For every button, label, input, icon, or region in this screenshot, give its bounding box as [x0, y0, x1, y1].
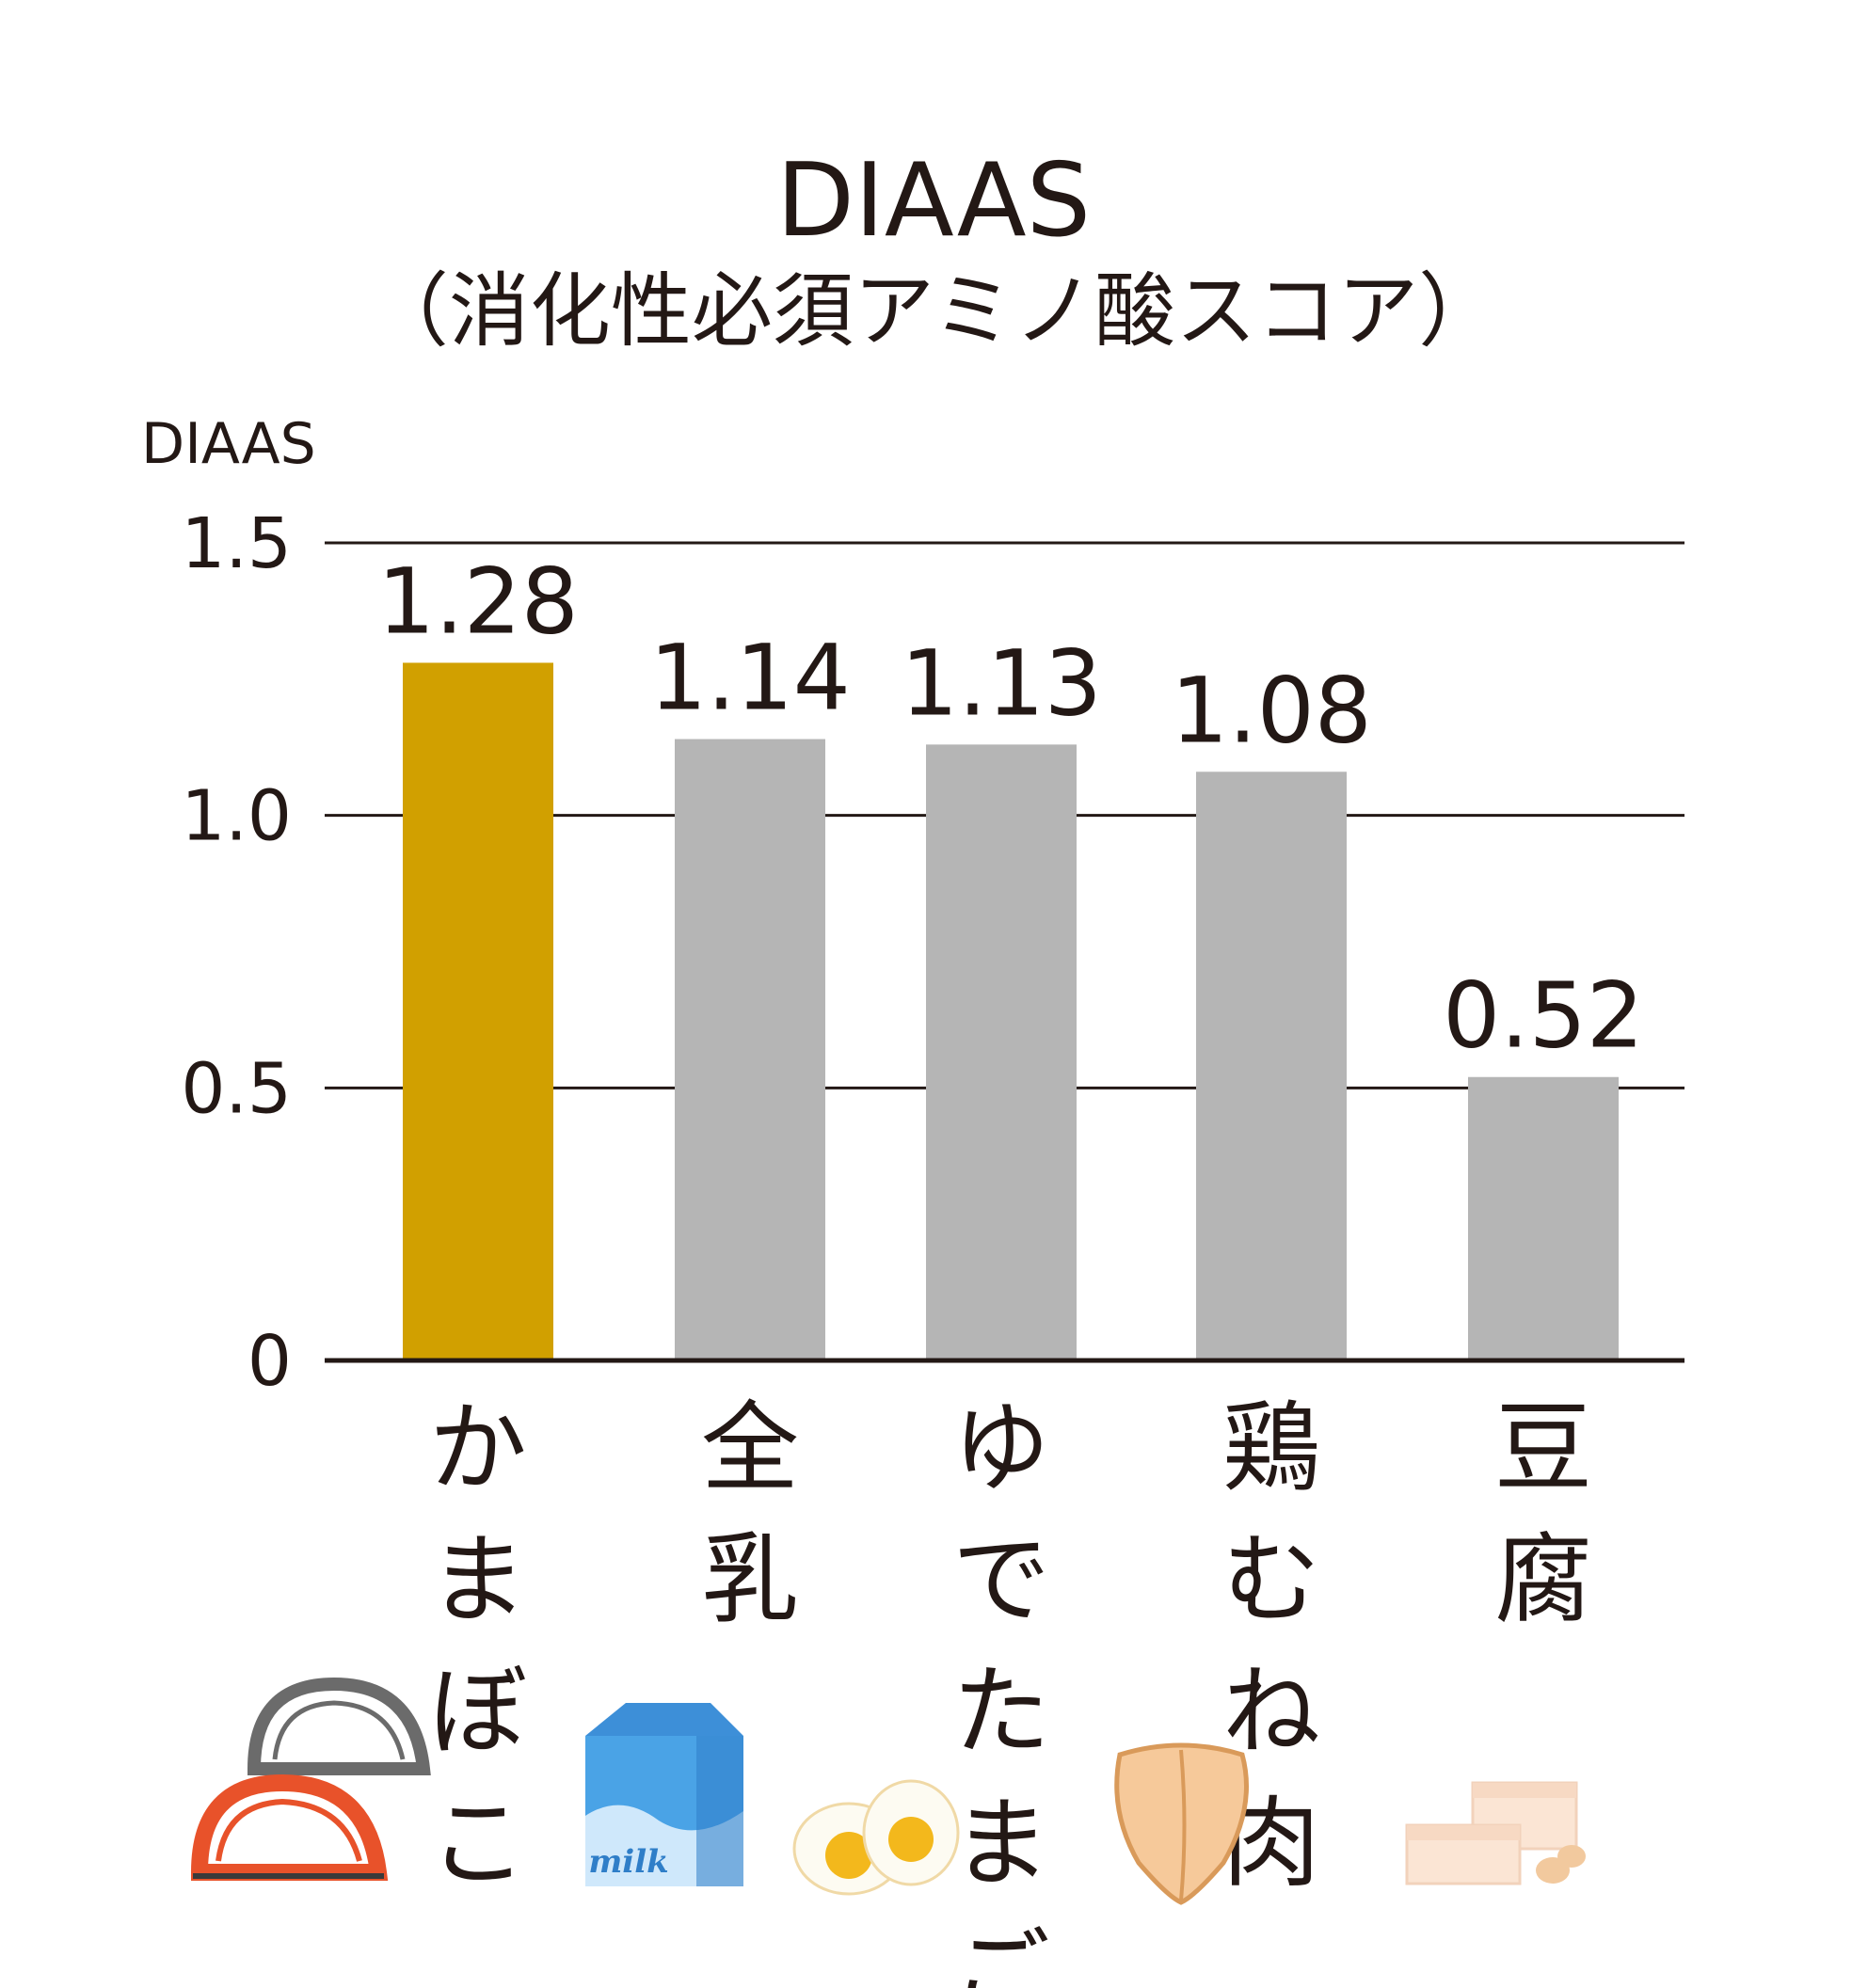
bar: [926, 744, 1077, 1360]
bar: [1196, 771, 1347, 1360]
chicken-breast-icon: [1114, 1742, 1249, 1905]
category-label: 全乳: [701, 1391, 799, 1637]
value-label: 0.52: [1443, 963, 1644, 1069]
y-axis-label: DIAAS: [141, 411, 316, 477]
milk-carton-icon: milk: [585, 1703, 743, 1886]
bar: [403, 662, 553, 1360]
bar: [675, 739, 825, 1360]
value-label: 1.28: [377, 549, 579, 654]
y-tick-label: 0: [247, 1321, 292, 1402]
y-tick-label: 0.5: [181, 1048, 292, 1129]
bars: [403, 662, 1619, 1360]
bar: [1468, 1076, 1619, 1360]
y-tick-labels: 0 0.5 1.0 1.5: [181, 503, 292, 1402]
chart-subtitle: （消化性必須アミノ酸スコア）: [368, 264, 1499, 358]
value-label: 1.13: [901, 630, 1102, 736]
value-labels: 1.28 1.14 1.13 1.08 0.52: [377, 549, 1644, 1068]
category-label: かまぼこ: [429, 1391, 527, 1901]
boiled-egg-icon: [792, 1779, 960, 1896]
y-tick-label: 1.0: [181, 776, 292, 857]
value-label: 1.08: [1171, 658, 1372, 763]
category-labels: かまぼこ 全乳 ゆでたまご 鶏むね肉 豆腐: [429, 1391, 1592, 1988]
tofu-icon: [1405, 1781, 1586, 1885]
kamaboko-icon: [190, 1677, 431, 1881]
category-label: 豆腐: [1494, 1391, 1592, 1637]
y-tick-label: 1.5: [181, 503, 292, 584]
category-label: ゆでたまご: [952, 1391, 1050, 1988]
category-label: 鶏むね肉: [1222, 1391, 1320, 1901]
value-label: 1.14: [649, 626, 851, 731]
milk-carton-text: milk: [588, 1843, 668, 1881]
chart-title: DIAAS: [776, 142, 1091, 260]
